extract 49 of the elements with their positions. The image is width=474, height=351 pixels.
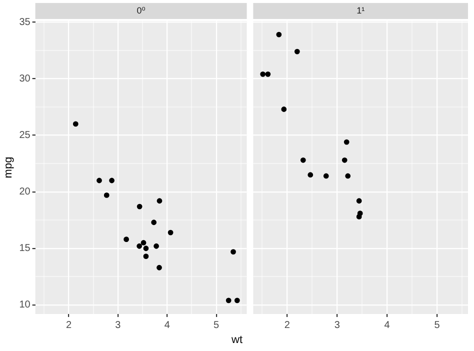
point	[276, 32, 282, 38]
x-tick-label: 5	[434, 320, 440, 331]
x-tick-label: 5	[214, 320, 220, 331]
y-tick-label: 15	[19, 243, 31, 254]
point	[168, 230, 174, 236]
chart-title: 0⁰	[136, 5, 146, 16]
point	[342, 157, 348, 163]
x-tick-label: 4	[384, 320, 390, 331]
point	[143, 254, 149, 260]
point	[308, 172, 314, 178]
point	[151, 220, 157, 226]
point	[345, 173, 351, 179]
x-tick-label: 2	[284, 320, 290, 331]
y-axis-title: mpg	[2, 156, 15, 178]
x-tick-label: 3	[334, 320, 340, 331]
y-tick-label: 30	[19, 73, 31, 84]
point	[140, 240, 146, 246]
point	[230, 249, 236, 254]
y-tick-label: 25	[19, 130, 31, 142]
x-axis-title: wt	[230, 334, 244, 346]
point	[344, 139, 350, 145]
y-tick-label: 35	[19, 16, 31, 28]
point	[136, 204, 142, 210]
point	[156, 264, 162, 270]
point	[323, 173, 329, 179]
point	[265, 71, 271, 77]
point	[109, 178, 114, 184]
y-tick-label: 10	[19, 300, 31, 311]
point	[226, 298, 232, 304]
point	[356, 214, 362, 220]
y-tick-label: 20	[19, 186, 31, 198]
point	[300, 157, 306, 163]
point	[154, 243, 160, 249]
point	[234, 298, 240, 304]
point	[156, 198, 162, 204]
x-tick-label: 3	[115, 320, 122, 331]
point	[356, 198, 362, 204]
point	[136, 243, 142, 249]
point	[96, 178, 102, 184]
point	[124, 236, 130, 242]
x-tick-label: 4	[164, 320, 170, 331]
point	[72, 121, 78, 127]
chart-title: 1¹	[356, 5, 365, 16]
point	[104, 192, 110, 198]
point	[143, 246, 149, 252]
x-tick-label: 2	[66, 320, 72, 331]
point	[260, 71, 266, 77]
point	[281, 106, 287, 112]
point	[294, 48, 300, 54]
